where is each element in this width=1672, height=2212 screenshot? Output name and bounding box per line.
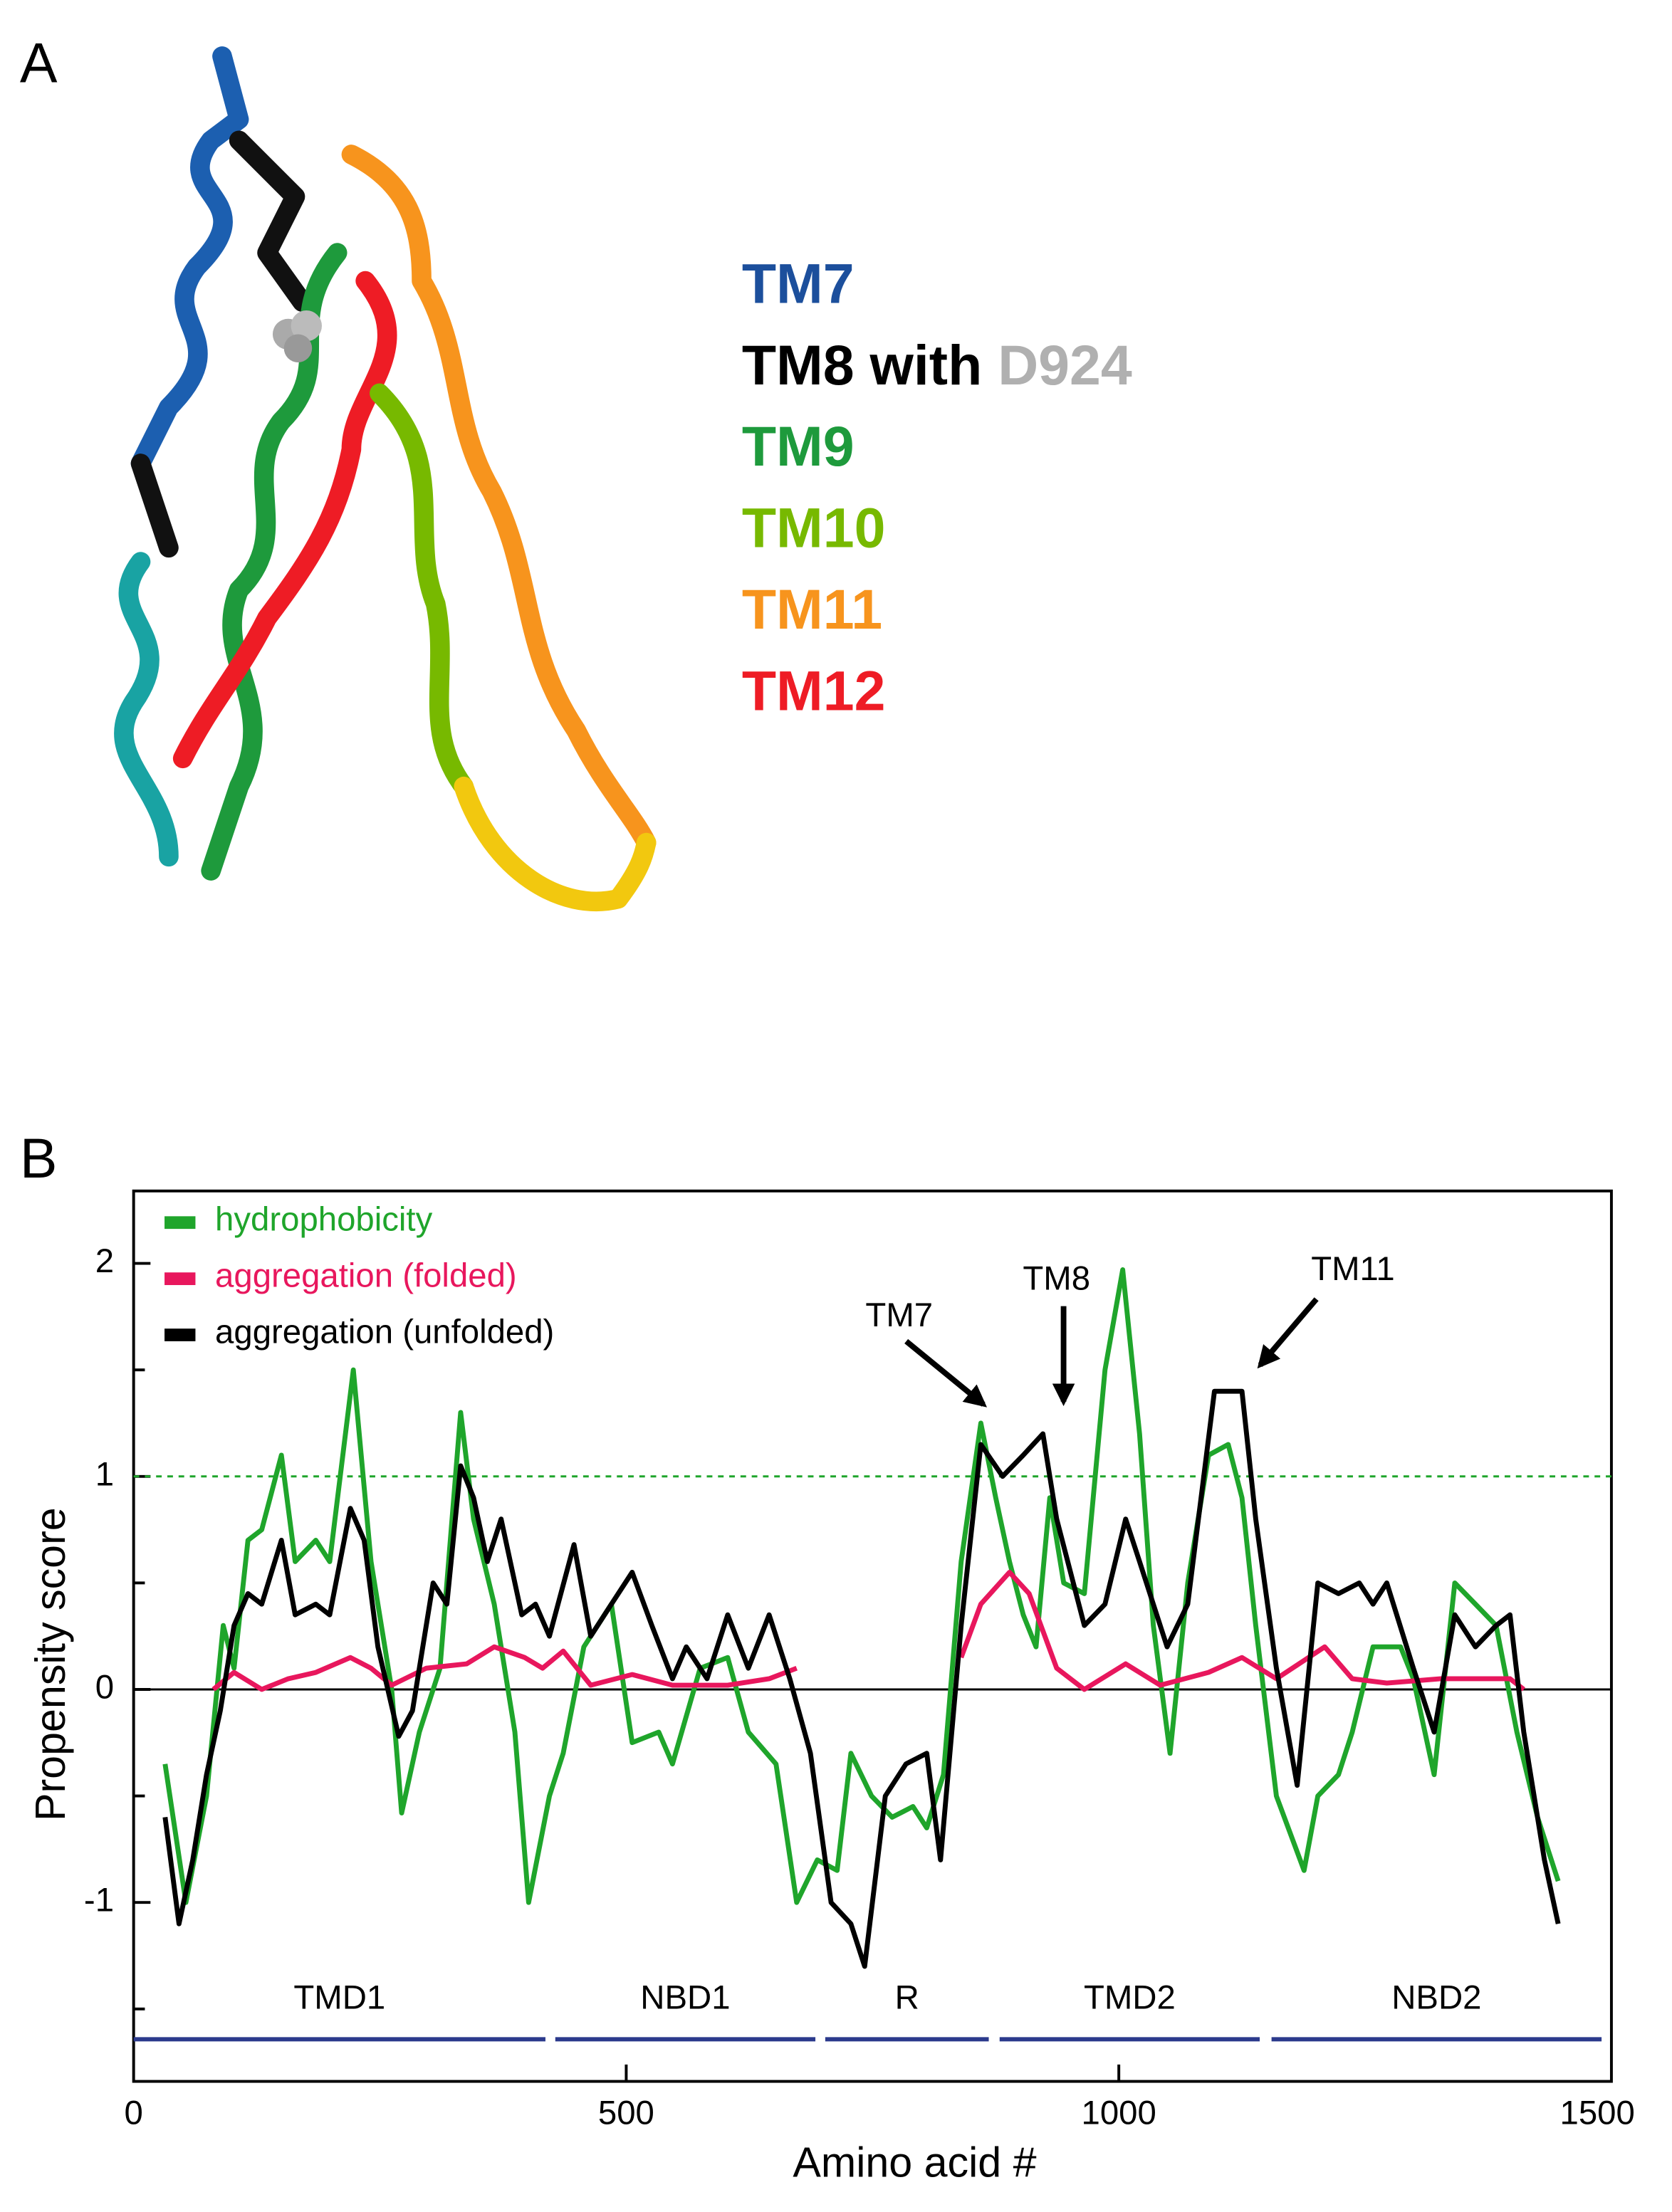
legend-label: aggregation (folded) — [215, 1257, 517, 1295]
protein-structure — [114, 46, 657, 912]
legend-text: D924 — [998, 334, 1132, 397]
structure-legend-item: TM10 — [742, 496, 886, 559]
annotation: TM7 — [865, 1296, 933, 1334]
domain-label: NBD2 — [1391, 1979, 1481, 2017]
x-axis-title: Amino acid # — [793, 2139, 1036, 2186]
structure-legend-item: TM12 — [742, 659, 886, 722]
y-tick-label: 0 — [95, 1668, 114, 1706]
legend-text: TM9 — [742, 415, 855, 478]
series-line — [162, 1388, 1561, 1969]
plot-frame — [132, 1189, 1613, 2083]
legend-swatch — [164, 1272, 196, 1286]
legend-text: TM8 with — [742, 334, 998, 397]
legend-label: aggregation (unfolded) — [215, 1314, 554, 1351]
arrow — [904, 1338, 988, 1408]
structure-legend-item: TM9 — [742, 415, 855, 478]
domain-label: TMD1 — [293, 1979, 385, 2017]
x-tick-label: 1000 — [1082, 2094, 1156, 2132]
y-tick-label: 2 — [95, 1242, 114, 1280]
legend-label: hydrophobicity — [215, 1201, 433, 1239]
domain-label: TMD2 — [1084, 1979, 1176, 2017]
domain-label: NBD1 — [640, 1979, 730, 2017]
structure-legend-item: TM8 with D924 — [742, 334, 1132, 397]
legend-text: TM7 — [742, 252, 855, 315]
legend-swatch — [164, 1328, 196, 1341]
annotation: TM8 — [1023, 1260, 1090, 1298]
panel-label: B — [20, 1127, 58, 1190]
domain-label: R — [895, 1979, 919, 2017]
annotation-arrows — [904, 1297, 1319, 1408]
legend-text: TM11 — [742, 578, 882, 641]
x-tick-label: 0 — [124, 2094, 142, 2132]
x-tick-label: 500 — [598, 2094, 654, 2132]
legend-text: TM12 — [742, 659, 886, 722]
arrow — [1257, 1297, 1319, 1369]
structure-legend-item: TM11 — [742, 578, 882, 641]
annotation: TM11 — [1311, 1250, 1394, 1288]
legend-text: TM10 — [742, 496, 886, 559]
y-tick-label: -1 — [84, 1882, 114, 1919]
structure-legend: TM7 TM8 with D924 TM9 TM10 TM11 TM12 — [742, 252, 1132, 722]
structure-legend-item: TM7 — [742, 252, 855, 315]
y-axis-title: Propensity score — [26, 1507, 74, 1821]
x-tick-label: 1500 — [1560, 2094, 1635, 2132]
y-tick-label: 1 — [95, 1455, 114, 1493]
series-line — [211, 1569, 1525, 1692]
legend-swatch — [164, 1216, 196, 1230]
panel-label: A — [20, 32, 58, 95]
